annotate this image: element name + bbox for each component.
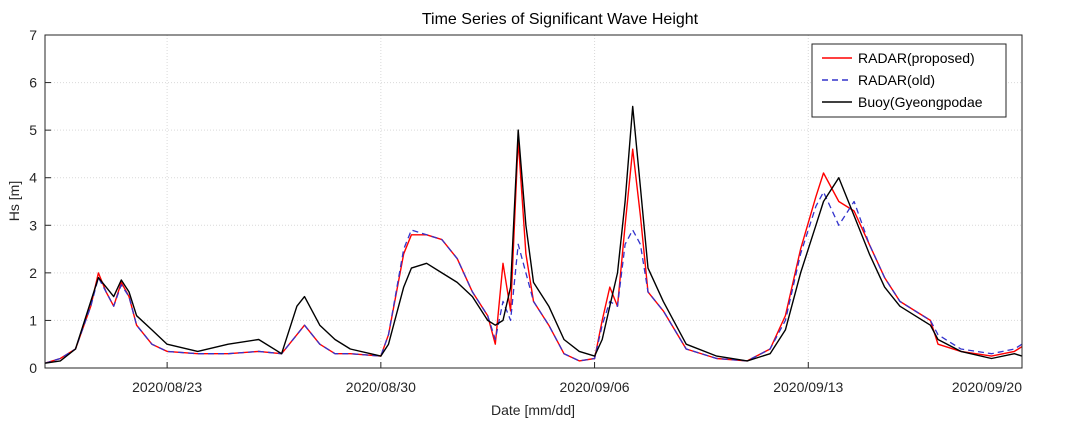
x-tick-label: 2020/08/30 bbox=[346, 379, 416, 395]
y-tick-label: 2 bbox=[29, 265, 37, 281]
legend-label: RADAR(proposed) bbox=[858, 50, 975, 66]
y-tick-label: 6 bbox=[29, 75, 37, 91]
series-line-2 bbox=[44, 191, 1023, 364]
x-axis-label: Date [mm/dd] bbox=[491, 402, 575, 418]
y-axis-label: Hs [m] bbox=[6, 181, 22, 221]
y-tick-label: 7 bbox=[29, 27, 37, 43]
series-line-3 bbox=[44, 105, 1023, 364]
x-tick-label: 2020/09/13 bbox=[773, 379, 843, 395]
y-tick-label: 5 bbox=[29, 122, 37, 138]
legend-label: RADAR(old) bbox=[858, 72, 935, 88]
y-tick-label: 3 bbox=[29, 217, 37, 233]
x-tick-label: 2020/09/06 bbox=[560, 379, 630, 395]
y-tick-label: 1 bbox=[29, 312, 37, 328]
y-tick-label: 4 bbox=[29, 170, 37, 186]
series-lines bbox=[44, 105, 1023, 364]
x-tick-label: 2020/09/20 bbox=[952, 379, 1022, 395]
legend: RADAR(proposed) RADAR(old) Buoy(Gyeongpoda… bbox=[811, 43, 1007, 118]
y-tick-label: 0 bbox=[29, 360, 37, 376]
grid bbox=[45, 35, 1022, 368]
chart-title: Time Series of Significant Wave Height bbox=[422, 11, 699, 28]
x-tick-label: 2020/08/23 bbox=[132, 379, 202, 395]
legend-label: Buoy(Gyeongpodae bbox=[858, 94, 983, 110]
plot-frame bbox=[44, 34, 1023, 369]
axis-ticks: 0 1 2 3 4 5 6 7 2020/08/23 2020/08/30 2020/09/06 20… bbox=[29, 27, 1023, 395]
